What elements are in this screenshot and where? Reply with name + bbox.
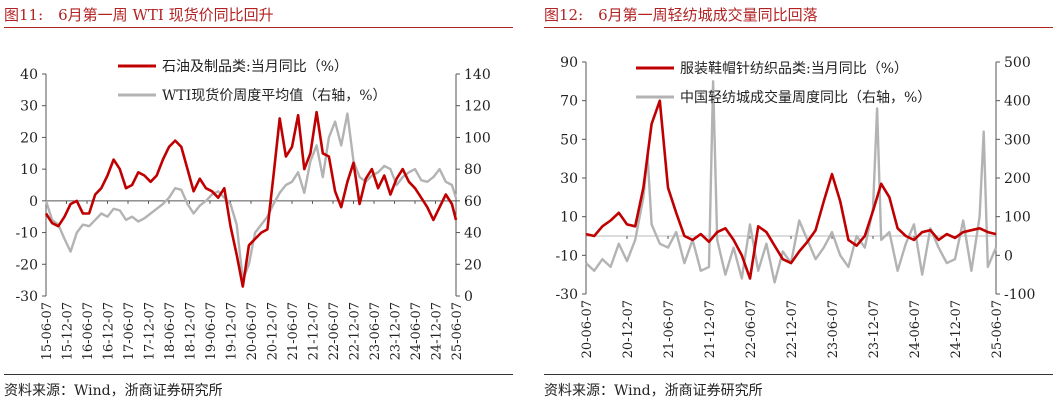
left-y-left-tick-label: -30 [15,289,38,305]
left-source-note: 资料来源：Wind，浙商证券研究所 [4,383,223,399]
left-y-right-tick-label: 60 [464,194,482,210]
left-x-tick-label: 24-06-07 [409,302,424,360]
right-y-right-tick-label: 400 [1004,94,1031,110]
left-y-left-tick-label: -20 [15,257,38,273]
right-x-tick-label: 20-06-07 [580,300,595,358]
right-x-tick-label: 24-12-07 [949,300,964,358]
left-x-tick-label: 23-12-07 [389,302,404,360]
left-legend-label-1: 石油及制品类:当月同比（%） [162,59,348,75]
left-y-right-tick-label: 140 [464,67,491,83]
right-x-tick-label: 25-06-07 [990,300,1005,358]
left-y-left-tick-label: 10 [20,162,38,178]
right-y-left-tick-label: 50 [560,132,578,148]
left-y-right-tick-label: 0 [464,289,473,305]
right-x-tick-label: 20-12-07 [621,300,636,358]
right-y-left-tick-label: -30 [555,287,578,303]
right-x-tick-label: 21-12-07 [703,300,718,358]
right-y-right-tick-label: 500 [1004,55,1031,71]
right-y-left-tick-label: 70 [560,94,578,110]
right-y-right-tick-label: 100 [1004,210,1031,226]
left-x-tick-label: 22-12-07 [348,302,363,360]
left-x-tick-label: 17-12-07 [143,302,158,360]
left-chart: 403020100-10-20-3014012010080604020015-0… [15,59,490,360]
right-y-left-tick-label: 30 [560,171,578,187]
left-y-left-tick-label: 0 [29,194,38,210]
left-x-tick-label: 24-12-07 [430,302,445,360]
right-y-right-tick-label: 0 [1004,248,1013,264]
left-x-tick-label: 16-12-07 [102,302,117,360]
left-x-tick-label: 21-06-07 [286,302,301,360]
left-x-tick-label: 18-06-07 [163,302,178,360]
right-secondary-series-line [585,80,998,284]
left-y-right-tick-label: 120 [464,99,491,115]
right-y-right-tick-label: 300 [1004,132,1031,148]
right-figure-title: 图12: 6月第一周轻纺城成交量同比回落 [544,6,818,24]
right-x-tick-label: 24-06-07 [908,300,923,358]
left-x-tick-label: 18-12-07 [184,302,199,360]
left-y-right-tick-label: 20 [464,257,482,273]
right-x-tick-label: 23-12-07 [867,300,882,358]
left-x-tick-label: 19-12-07 [225,302,240,360]
left-x-tick-label: 23-06-07 [368,302,383,360]
left-y-right-tick-label: 80 [464,162,482,178]
left-x-tick-label: 19-06-07 [204,302,219,360]
right-x-tick-label: 23-06-07 [826,300,841,358]
left-x-tick-label: 15-12-07 [61,302,76,360]
right-x-tick-label: 21-06-07 [662,300,677,358]
left-x-tick-label: 22-06-07 [327,302,342,360]
left-x-tick-label: 17-06-07 [122,302,137,360]
left-footer-rule [4,374,513,375]
left-legend-label-2: WTI现货价周度平均值（右轴，%） [162,87,387,104]
right-primary-series-line [585,99,997,280]
right-y-left-tick-label: -10 [555,248,578,264]
left-x-tick-label: 21-12-07 [307,302,322,360]
left-x-tick-label: 20-06-07 [245,302,260,360]
right-legend-label-1: 服装鞋帽针纺织品类:当月同比（%） [680,61,908,77]
left-x-tick-label: 25-06-07 [450,302,465,360]
right-y-right-tick-label: -100 [1004,287,1035,303]
left-figure-title: 图11: 6月第一周 WTI 现货价同比回升 [4,6,274,24]
right-source-note: 资料来源：Wind，浙商证券研究所 [544,383,763,399]
left-y-left-tick-label: 30 [20,99,38,115]
left-y-left-tick-label: -10 [15,226,38,242]
left-x-tick-label: 16-06-07 [81,302,96,360]
left-y-right-tick-label: 100 [464,130,491,146]
left-title-rule [4,27,513,28]
right-y-right-tick-label: 200 [1004,171,1031,187]
left-primary-series-line [44,110,458,288]
right-y-left-tick-label: 10 [560,210,578,226]
right-footer-rule [544,374,1053,375]
left-y-left-tick-label: 40 [20,67,38,83]
right-title-rule [544,27,1053,28]
left-secondary-series-line [44,112,458,282]
right-chart: 90 70 50 30 10 -10 -30 500 400 300 200 100 0 -100 20-0… [555,55,1035,358]
right-y-left-tick-label: 90 [560,55,578,71]
right-x-tick-label: 22-06-07 [744,300,759,358]
left-y-right-tick-label: 40 [464,226,482,242]
left-y-left-tick-label: 20 [20,130,38,146]
right-x-tick-label: 22-12-07 [785,300,800,358]
left-x-tick-label: 15-06-07 [40,302,55,360]
left-x-tick-label: 20-12-07 [266,302,281,360]
right-legend-label-2: 中国轻纺城成交量周度同比（右轴，%） [680,89,931,106]
